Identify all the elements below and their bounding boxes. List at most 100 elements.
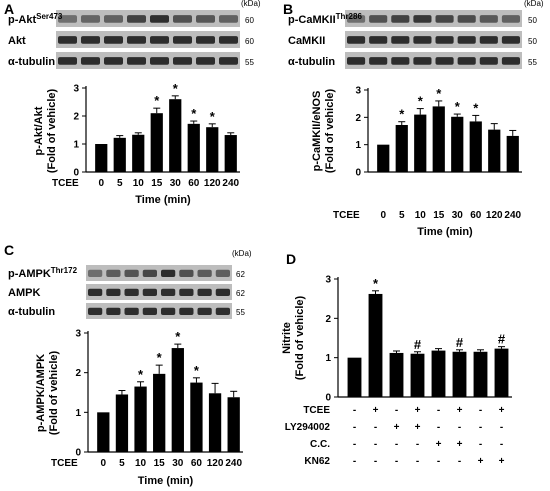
panel-a-blot-band — [219, 36, 238, 44]
panel-d-treatment-sign: + — [457, 405, 463, 416]
panel-b-blot-strip-1 — [345, 31, 522, 48]
panel-c-blot-strip-2 — [86, 303, 232, 319]
panel-d-significance-mark: # — [456, 335, 464, 350]
panel-d-treatment-sign: - — [479, 405, 482, 416]
panel-a-significance-mark: * — [191, 106, 197, 121]
panel-d-letter: D — [286, 251, 296, 267]
panel-d-treatment-sign: - — [416, 456, 419, 467]
panel-b-x-tick-label: 120 — [486, 210, 503, 221]
panel-b-blot-band — [413, 36, 432, 44]
panel-b-blot-band — [435, 57, 454, 65]
panel-b-blot-band — [435, 15, 454, 23]
panel-d-treatment-sign: - — [437, 422, 440, 433]
panel-c-y-tick-label: 2 — [75, 368, 81, 379]
panel-b-kda-unit: (kDa) — [524, 0, 544, 8]
panel-d-treatment-sign: + — [499, 405, 505, 416]
panel-d-treatment-sign: - — [353, 456, 356, 467]
panel-c-y-title: p-AMPK/AMPK (Fold of vehicle) — [35, 350, 60, 435]
panel-c-row-label: TCEE — [51, 458, 78, 469]
panel-c-x-tick-label: 120 — [207, 458, 224, 469]
panel-d-treatment-sign: - — [395, 456, 398, 467]
panel-b-bar — [414, 114, 427, 172]
panel-c-blot-label: α-tubulin — [8, 306, 55, 318]
panel-b-x-title: Time (min) — [417, 226, 473, 238]
panel-a-y-tick-label: 2 — [73, 112, 79, 123]
panel-a-y-tick-label: 1 — [73, 140, 79, 151]
panel-a-x-tick-label: 15 — [151, 178, 163, 189]
panel-c-blot-band — [106, 269, 121, 277]
panel-d-bar — [389, 352, 404, 397]
panel-c-bar — [115, 394, 129, 452]
panel-a-blot-strip-2 — [56, 52, 240, 69]
panel-d-significance-mark: * — [373, 276, 379, 291]
panel-d-treatment-sign: - — [374, 439, 377, 450]
panel-a-kda-unit: (kDa) — [241, 0, 261, 8]
panel-b-blot-label: CaMKII — [288, 35, 325, 47]
panel-a-blot-band — [127, 15, 146, 23]
panel-a-kda-value: 55 — [245, 58, 254, 67]
panel-d-treatment-sign: + — [478, 456, 484, 467]
panel-b-bar — [395, 124, 408, 172]
panel-a-blot-band — [58, 57, 77, 65]
panel-d-y-title-line2: (Fold of vehicle) — [294, 295, 306, 380]
panel-b-significance-mark: * — [455, 99, 461, 114]
panel-d-treatment-sign: - — [479, 422, 482, 433]
panel-d-significance-mark: # — [498, 332, 506, 347]
panel-a-significance-mark: * — [154, 93, 160, 108]
panel-c-blot-band — [161, 288, 176, 296]
panel-b-y-tick-label: 0 — [355, 168, 361, 179]
panel-b-blot-band — [347, 36, 366, 44]
panel-a-significance-mark: * — [173, 81, 179, 96]
panel-c-kda-unit: (kDa) — [232, 249, 252, 258]
panel-d-treatment-sign: - — [353, 439, 356, 450]
panel-b-bar — [488, 129, 501, 172]
panel-c-y-title-line1: p-AMPK/AMPK — [35, 354, 47, 432]
panel-d-treatment-sign: - — [500, 422, 503, 433]
panel-b-significance-mark: * — [436, 86, 442, 101]
panel-b-blot-band — [457, 15, 476, 23]
panel-b-bar — [377, 144, 390, 172]
panel-a-blot-band — [219, 15, 238, 23]
panel-b-blot-band — [457, 36, 476, 44]
panel-a-y-tick-label: 0 — [73, 168, 79, 179]
panel-c-x-title: Time (min) — [138, 475, 194, 487]
panel-d-bar — [347, 357, 362, 397]
panel-a-x-title: Time (min) — [135, 194, 191, 206]
panel-b-blot-band — [413, 57, 432, 65]
panel-a-letter: A — [4, 1, 14, 17]
panel-b-letter: B — [283, 1, 293, 17]
panel-b-x-tick-label: 15 — [433, 210, 445, 221]
panel-c-x-tick-label: 240 — [225, 458, 242, 469]
panel-b-significance-mark: * — [418, 94, 424, 109]
panel-c-blot-band — [124, 269, 139, 277]
panel-c-bar — [153, 373, 166, 452]
panel-b-blot-band — [391, 57, 410, 65]
panel-c-blot-band — [215, 307, 230, 315]
panel-c-x-tick-label: 5 — [119, 458, 125, 469]
panel-d-treatment-sign: + — [499, 456, 505, 467]
panel-d-treatment-sign: + — [415, 405, 421, 416]
panel-c-kda-value: 62 — [236, 270, 245, 279]
panel-a-bar — [169, 99, 182, 172]
panel-c-y-title-line2: (Fold of vehicle) — [48, 350, 60, 435]
panel-a-blot-strip-1 — [56, 31, 240, 48]
panel-b-blot-band — [479, 57, 498, 65]
panel-a-blot-band — [127, 57, 146, 65]
panel-d-treatment-sign: - — [353, 422, 356, 433]
panel-b-x-tick-label: 5 — [399, 210, 405, 221]
panel-a-bar — [150, 113, 163, 172]
panel-a-blot-band — [104, 36, 123, 44]
panel-b-blot-band — [457, 57, 476, 65]
panel-a-bar — [187, 123, 200, 172]
panel-a-blot-band — [173, 36, 192, 44]
panel-d-y-tick-label: 3 — [325, 275, 331, 286]
panel-b-blot-band — [369, 36, 388, 44]
panel-c-significance-mark: * — [157, 350, 163, 365]
panel-b-blot-band — [501, 57, 520, 65]
panel-d-bar — [473, 351, 488, 397]
panel-c-x-tick-label: 15 — [154, 458, 166, 469]
panel-b-significance-mark: * — [399, 107, 405, 122]
panel-d-bar — [494, 348, 509, 397]
panel-a-y-tick-label: 3 — [73, 84, 79, 95]
